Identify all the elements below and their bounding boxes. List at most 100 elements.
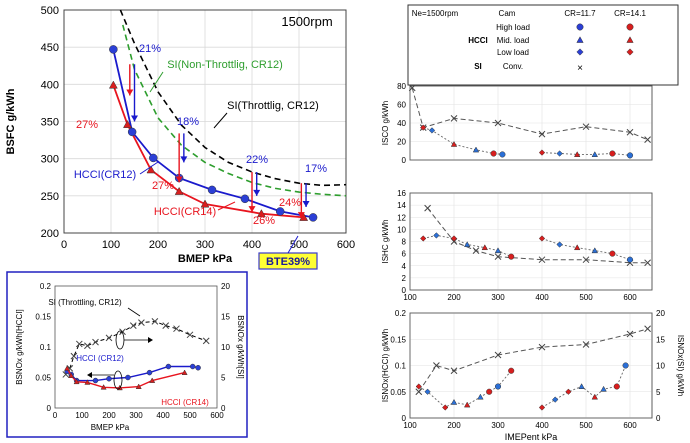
legend-row-label: Low load — [497, 48, 529, 57]
bsfc-legend-si-nonthrottling: SI(Non-Throttlig, CR12) — [167, 59, 283, 71]
ishc-si-point — [472, 247, 480, 254]
isco-si-point-b — [582, 123, 590, 131]
isco-si-point-b — [644, 136, 651, 144]
nox-y-tick-label: 0.1 — [40, 343, 52, 352]
bsfc-improvement-label: 22% — [246, 154, 268, 166]
ishc-y-tick-label: 6 — [402, 250, 407, 259]
legend-symbol-cr141 — [626, 36, 634, 43]
nox-x-tick-label: 100 — [75, 411, 89, 420]
isnox-hcci-point — [578, 383, 585, 389]
bsfc-x-axis-label: BMEP kPa — [178, 253, 233, 265]
legend-table-frame — [407, 4, 679, 86]
nox-si-point — [70, 352, 78, 360]
bsfc-hcci-cr14-point — [200, 199, 210, 208]
bsfc-x-tick-label: 0 — [61, 239, 67, 251]
ishc-y-tick-label: 8 — [402, 238, 407, 247]
nox-si-point — [119, 328, 126, 336]
bsfc-legend-si-throttling: SI(Throttlig, CR12) — [227, 100, 319, 112]
nox-si-point-b — [202, 337, 210, 345]
legend-header-cr117: CR=11.7 — [564, 9, 596, 18]
isnox-si-point-b — [582, 341, 590, 348]
nox-y-tick-label: 0 — [47, 404, 52, 413]
isnox-hcci-point — [591, 393, 599, 400]
isnox-x-tick-label: 300 — [491, 421, 505, 430]
isnox-y-tick-label: 0.15 — [390, 335, 406, 344]
bsfc-improvement-label: 17% — [305, 163, 327, 175]
nox-y2-tick-label: 10 — [221, 343, 230, 352]
bsfc-x-tick-label: 600 — [337, 239, 355, 251]
nox-arrow-right-head — [148, 337, 153, 343]
isnox-plot-frame — [409, 312, 653, 419]
nox-si-point-b — [84, 342, 91, 350]
ishc-si-point-b — [424, 204, 431, 212]
isnox-hcci-point — [415, 383, 422, 390]
isnox-y-axis-label: ISNOx(HCCI) g/kWh — [381, 329, 390, 402]
isnox-si-point — [626, 330, 634, 338]
nox-legend-hcci-cr12: HCCI (CR12) — [76, 354, 124, 363]
bsfc-leader-line — [149, 71, 164, 93]
nox-si-point — [92, 338, 99, 346]
nox-si-point — [162, 322, 170, 330]
ishc-x-tick-label: 200 — [447, 293, 461, 302]
isco-si-line — [411, 87, 648, 141]
isnox-hcci-point — [442, 404, 449, 411]
isco-si-point — [538, 130, 546, 138]
ishc-hcci-point — [481, 244, 489, 251]
isco-y-axis-label: ISCO g/kWh — [381, 101, 390, 145]
isnox-si-point — [494, 351, 502, 359]
nox-hcci-cr12-point — [189, 363, 196, 370]
isco-si-point-b — [450, 115, 458, 122]
bsfc-hcci-cr12-point — [149, 153, 158, 163]
nox-hcci-cr14-point — [149, 377, 156, 383]
isnox-hcci-point — [508, 367, 515, 374]
isco-si-point — [626, 128, 634, 136]
isnox-hcci-point — [463, 401, 471, 408]
bsfc-title: 1500rpm — [281, 14, 332, 29]
bsfc-hcci-cr14-point — [256, 209, 266, 218]
isco-y-tick-label: 20 — [397, 138, 406, 147]
isnox-hcci-point — [622, 362, 629, 369]
ishc-si-point — [538, 256, 546, 264]
bsfc-hcci-cr12-point — [275, 207, 285, 216]
nox-y2-tick-label: 20 — [221, 282, 230, 291]
nox-hcci-cr12-point — [195, 364, 201, 371]
bsfc-y-tick-label: 500 — [41, 5, 59, 17]
isco-hcci-point — [450, 140, 458, 147]
nox-si-point — [173, 325, 180, 333]
isnox-hcci-point — [494, 383, 502, 390]
isnox-y-tick-label: 0.1 — [395, 362, 407, 371]
isnox-x-axis-label: IMEPent kPa — [505, 432, 558, 442]
bsfc-hcci-cr14-point — [123, 119, 132, 128]
ishc-hcci-point — [591, 247, 599, 254]
nox-hcci-cr14-point — [68, 372, 75, 378]
ishc-hcci-point — [508, 253, 515, 260]
isco-hcci-point — [472, 146, 480, 153]
nox-si-point — [138, 319, 145, 326]
ishc-si-point-b — [472, 247, 480, 254]
isnox-si-point-b — [626, 330, 634, 338]
isnox-hcci-point — [477, 393, 484, 400]
isnox-hcci-point — [552, 396, 559, 403]
bsfc-improvement-label: 26% — [253, 215, 275, 227]
bsfc-series-line — [122, 24, 347, 197]
bsfc-hcci-cr12-point — [308, 213, 318, 222]
bsfc-series-line — [119, 9, 347, 187]
bsfc-leader-line — [213, 112, 228, 129]
isco-si-point-b — [538, 130, 546, 138]
ishc-x-tick-label: 600 — [623, 293, 637, 302]
isnox-y2-tick-label: 20 — [656, 309, 665, 318]
nox-hcci-cr14-point — [73, 378, 80, 385]
nox-hcci-cr12-point — [125, 374, 131, 381]
nox-si-point — [75, 340, 83, 348]
nox-arrow-left-head — [87, 372, 92, 378]
isco-si-point — [450, 115, 458, 122]
bsfc-arrow-head — [131, 115, 138, 122]
ishc-si-point — [494, 253, 502, 261]
isnox-si-point-b — [433, 362, 440, 369]
legend-si-symbol: × — [577, 63, 583, 74]
nox-y2-axis-label: BSNOx g/kWh[SI] — [236, 315, 245, 379]
isco-hcci-point — [499, 151, 506, 158]
isnox-x-tick-label: 500 — [579, 421, 593, 430]
bsfc-hcci-cr14-point — [146, 165, 156, 174]
isco-si-point — [582, 123, 590, 131]
